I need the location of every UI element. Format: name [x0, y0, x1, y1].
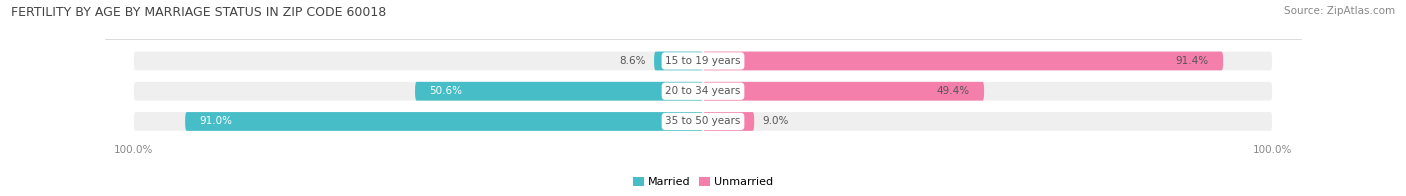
FancyBboxPatch shape	[703, 82, 984, 101]
FancyBboxPatch shape	[415, 82, 703, 101]
FancyBboxPatch shape	[654, 52, 703, 70]
FancyBboxPatch shape	[134, 112, 1272, 131]
Text: 50.6%: 50.6%	[429, 86, 463, 96]
Text: Source: ZipAtlas.com: Source: ZipAtlas.com	[1284, 6, 1395, 16]
FancyBboxPatch shape	[703, 112, 754, 131]
Text: 8.6%: 8.6%	[619, 56, 645, 66]
Text: 91.0%: 91.0%	[200, 116, 232, 126]
FancyBboxPatch shape	[703, 52, 1223, 70]
Text: 20 to 34 years: 20 to 34 years	[665, 86, 741, 96]
Text: 49.4%: 49.4%	[936, 86, 970, 96]
Text: 91.4%: 91.4%	[1175, 56, 1209, 66]
Text: 9.0%: 9.0%	[762, 116, 789, 126]
Text: 15 to 19 years: 15 to 19 years	[665, 56, 741, 66]
Legend: Married, Unmarried: Married, Unmarried	[628, 172, 778, 192]
FancyBboxPatch shape	[134, 52, 1272, 70]
FancyBboxPatch shape	[186, 112, 703, 131]
FancyBboxPatch shape	[134, 82, 1272, 101]
Text: 35 to 50 years: 35 to 50 years	[665, 116, 741, 126]
Text: FERTILITY BY AGE BY MARRIAGE STATUS IN ZIP CODE 60018: FERTILITY BY AGE BY MARRIAGE STATUS IN Z…	[11, 6, 387, 19]
